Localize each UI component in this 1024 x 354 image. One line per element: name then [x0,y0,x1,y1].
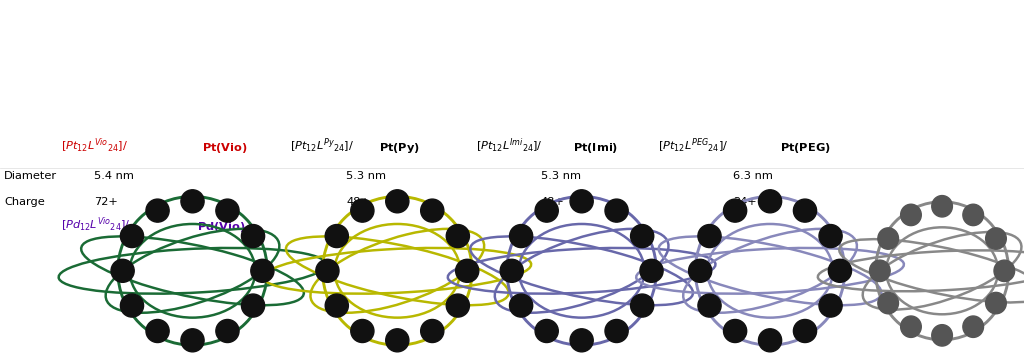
Ellipse shape [181,190,204,213]
Text: 5.4 nm: 5.4 nm [94,171,134,181]
Ellipse shape [698,224,721,247]
Text: Diameter: Diameter [4,171,57,181]
Ellipse shape [869,260,890,281]
Ellipse shape [794,199,816,222]
Ellipse shape [901,204,922,225]
Ellipse shape [878,228,898,249]
Ellipse shape [421,319,443,343]
Ellipse shape [242,294,264,317]
Ellipse shape [326,294,348,317]
Ellipse shape [901,316,922,337]
Ellipse shape [121,224,143,247]
Text: $[Pt_{12}L^{Imi}{}_{24}]/$: $[Pt_{12}L^{Imi}{}_{24}]/$ [476,137,543,155]
Text: $\mathbf{Pt(Vio)}$: $\mathbf{Pt(Vio)}$ [202,141,248,155]
Ellipse shape [500,259,523,282]
Ellipse shape [510,224,532,247]
Ellipse shape [216,319,239,343]
Ellipse shape [315,259,339,282]
Ellipse shape [121,294,143,317]
Ellipse shape [242,224,264,247]
Text: $\mathbf{Pt(Py)}$: $\mathbf{Pt(Py)}$ [379,141,420,155]
Ellipse shape [986,292,1007,314]
Ellipse shape [963,204,983,225]
Ellipse shape [759,329,781,352]
Text: $[Pt_{12}L^{Py}{}_{24}]/$: $[Pt_{12}L^{Py}{}_{24}]/$ [290,137,353,155]
Ellipse shape [794,319,816,343]
Ellipse shape [932,325,952,346]
Ellipse shape [326,224,348,247]
Ellipse shape [510,294,532,317]
Text: 72+: 72+ [94,197,118,207]
Ellipse shape [759,190,781,213]
Ellipse shape [631,224,653,247]
Ellipse shape [351,199,374,222]
Ellipse shape [536,199,558,222]
Ellipse shape [446,294,469,317]
Ellipse shape [351,319,374,343]
Text: 24+: 24+ [733,197,757,207]
Text: 6.3 nm: 6.3 nm [733,171,773,181]
Text: $\mathbf{Pd(Vio)}$: $\mathbf{Pd(Vio)}$ [197,219,245,234]
Ellipse shape [536,319,558,343]
Ellipse shape [146,199,169,222]
Ellipse shape [456,259,479,282]
Ellipse shape [570,329,593,352]
Ellipse shape [878,292,898,314]
Ellipse shape [216,199,239,222]
Text: $[Pt_{12}L^{Vio}{}_{24}]/$: $[Pt_{12}L^{Vio}{}_{24}]/$ [61,137,128,155]
Ellipse shape [724,319,746,343]
Ellipse shape [819,294,842,317]
Ellipse shape [631,294,653,317]
Ellipse shape [819,224,842,247]
Ellipse shape [146,319,169,343]
Ellipse shape [181,329,204,352]
Ellipse shape [640,259,664,282]
Ellipse shape [724,199,746,222]
Ellipse shape [994,260,1015,281]
Ellipse shape [386,190,409,213]
Text: 48+: 48+ [541,197,564,207]
Text: Charge: Charge [4,197,45,207]
Text: $\mathbf{Pt(Imi)}$: $\mathbf{Pt(Imi)}$ [573,141,618,155]
Ellipse shape [605,199,628,222]
Ellipse shape [986,228,1007,249]
Ellipse shape [698,294,721,317]
Ellipse shape [251,259,274,282]
Ellipse shape [932,195,952,217]
Text: $[Pt_{12}L^{PEG}{}_{24}]/$: $[Pt_{12}L^{PEG}{}_{24}]/$ [658,137,729,155]
Ellipse shape [446,224,469,247]
Text: $\mathbf{Pt(PEG)}$: $\mathbf{Pt(PEG)}$ [780,141,830,155]
Ellipse shape [963,316,983,337]
Text: $[Pd_{12}L^{Vio}{}_{24}]/$: $[Pd_{12}L^{Vio}{}_{24}]/$ [61,215,131,234]
Ellipse shape [828,259,852,282]
Ellipse shape [605,319,628,343]
Text: 48+: 48+ [346,197,370,207]
Ellipse shape [688,259,712,282]
Text: 5.3 nm: 5.3 nm [541,171,581,181]
Text: 5.3 nm: 5.3 nm [346,171,386,181]
Ellipse shape [421,199,443,222]
Ellipse shape [386,329,409,352]
Ellipse shape [570,190,593,213]
Ellipse shape [111,259,134,282]
